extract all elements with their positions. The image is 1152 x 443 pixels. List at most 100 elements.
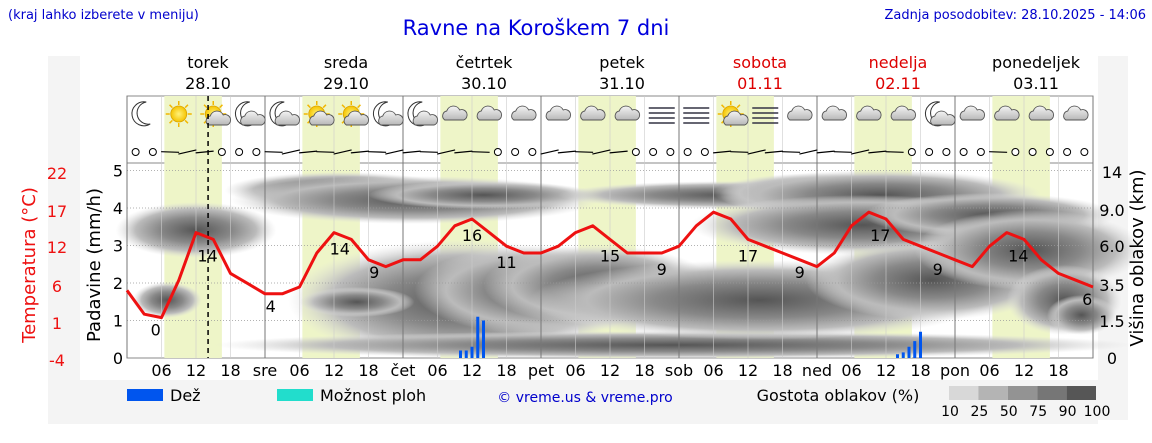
temperature-label: 14 bbox=[1008, 246, 1028, 265]
wind-barb bbox=[747, 149, 766, 155]
time-axis-label: pon bbox=[940, 361, 970, 380]
wind-barb bbox=[471, 151, 490, 153]
rain-bar bbox=[464, 350, 468, 358]
rain-bar bbox=[476, 316, 480, 358]
wind-barb bbox=[833, 151, 852, 153]
temperature-label: 4 bbox=[266, 297, 276, 316]
wind-barb bbox=[264, 151, 283, 153]
time-axis-label: 18 bbox=[634, 361, 654, 380]
cloud-density-swatch bbox=[1007, 386, 1038, 400]
day-date: 02.11 bbox=[875, 74, 921, 93]
fog-icon bbox=[683, 107, 710, 124]
precip-axis-label: Padavine (mm/h) bbox=[84, 188, 105, 342]
temperature-label: 9 bbox=[933, 260, 943, 279]
cloud-density-tick: 100 bbox=[1084, 404, 1111, 420]
precip-tick: 0 bbox=[113, 349, 123, 368]
cloud-density-title: Gostota oblakov (%) bbox=[757, 386, 920, 405]
cloud-icon bbox=[200, 101, 232, 127]
region-hint: (kraj lahko izberete v meniju) bbox=[8, 8, 199, 23]
wind-calm-marker bbox=[1045, 148, 1054, 156]
cloud-height-axis-label: Višina oblakov (km) bbox=[1127, 169, 1148, 346]
sun-ray bbox=[219, 104, 223, 109]
cloud-icon bbox=[717, 101, 749, 127]
cloud-shape bbox=[442, 105, 468, 121]
wind-barb bbox=[868, 150, 887, 154]
cloud-shape bbox=[511, 105, 537, 121]
left-axis-panel bbox=[48, 56, 80, 424]
time-axis-label: 12 bbox=[1014, 361, 1034, 380]
cloud-density-swatch bbox=[1037, 386, 1067, 400]
wind-barb bbox=[782, 151, 801, 153]
cloud-shape bbox=[274, 110, 301, 126]
temperature-label: 14 bbox=[197, 246, 217, 265]
wind-barb bbox=[281, 149, 301, 155]
wind-barb bbox=[436, 149, 456, 155]
credit-text: © vreme.us & vreme.pro bbox=[497, 390, 672, 406]
temperature-label: 16 bbox=[462, 226, 482, 245]
rain-bar bbox=[470, 346, 474, 358]
fog-icon bbox=[752, 107, 779, 124]
cloud-density-tick: 25 bbox=[970, 404, 988, 420]
wind-calm-marker bbox=[528, 148, 537, 156]
cloud-shape bbox=[723, 110, 749, 126]
rain-bar bbox=[913, 341, 917, 358]
precip-tick: 3 bbox=[113, 237, 123, 256]
wind-calm-marker bbox=[493, 148, 502, 156]
cloud-density-patch bbox=[213, 331, 1134, 359]
rain-bar bbox=[482, 320, 485, 358]
day-date: 28.10 bbox=[185, 74, 231, 93]
temperature-label: 9 bbox=[369, 263, 379, 282]
wind-calm-marker bbox=[1011, 148, 1020, 156]
cloud-density-tick: 90 bbox=[1059, 404, 1077, 420]
cloud-shape bbox=[787, 105, 813, 121]
cloud-icon bbox=[234, 101, 266, 127]
temperature-label: 0 bbox=[151, 321, 161, 340]
cloud-icon bbox=[303, 101, 335, 127]
wind-barb bbox=[333, 149, 352, 155]
cloud-icon bbox=[442, 105, 468, 121]
cloud-density-patch bbox=[299, 287, 415, 317]
wind-calm-marker bbox=[511, 148, 520, 156]
time-axis-label: 18 bbox=[496, 361, 516, 380]
time-axis-label: ned bbox=[802, 361, 832, 380]
wind-calm-marker bbox=[1063, 148, 1072, 156]
wind-barb bbox=[385, 149, 404, 155]
cloud-icon bbox=[924, 101, 956, 127]
cloud-density-patch bbox=[1047, 295, 1116, 335]
wind-barb bbox=[816, 150, 835, 154]
wind-calm-marker bbox=[131, 148, 140, 156]
wind-calm-marker bbox=[235, 148, 244, 156]
sun-ray bbox=[203, 104, 208, 109]
precip-tick: 1 bbox=[113, 312, 123, 331]
cloud-icon bbox=[545, 105, 572, 121]
last-update: Zadnja posodobitev: 28.10.2025 - 14:06 bbox=[884, 8, 1146, 23]
wind-barb bbox=[575, 151, 594, 153]
cloud-shape bbox=[343, 110, 370, 126]
cloud-icon bbox=[580, 105, 606, 121]
temperature-label: 6 bbox=[1082, 290, 1092, 309]
moon-icon bbox=[131, 101, 151, 127]
wind-calm-marker bbox=[700, 148, 709, 156]
cloud-icon bbox=[511, 105, 537, 121]
cloud-icon bbox=[890, 105, 917, 121]
day-date: 03.11 bbox=[1013, 74, 1059, 93]
wind-barb bbox=[368, 151, 387, 153]
wind-barb bbox=[713, 150, 732, 154]
cloud-icon bbox=[476, 105, 503, 121]
sun-ray bbox=[184, 119, 189, 124]
time-axis-label: 06 bbox=[427, 361, 447, 380]
cloud-density-swatch bbox=[949, 386, 979, 400]
sun-ray bbox=[184, 104, 189, 109]
time-axis-label: 12 bbox=[876, 361, 896, 380]
cloud-height-tick: 3.5 bbox=[1099, 276, 1124, 295]
sun-icon bbox=[165, 101, 192, 127]
rain-bar bbox=[459, 350, 462, 358]
time-axis-label: 18 bbox=[1048, 361, 1068, 380]
cloud-shape bbox=[614, 105, 641, 121]
day-name: nedelja bbox=[869, 53, 928, 72]
temperature-label: 9 bbox=[657, 260, 667, 279]
precip-tick: 5 bbox=[113, 162, 123, 181]
cloud-icon bbox=[1028, 105, 1055, 121]
wind-barb bbox=[161, 151, 180, 153]
precip-tick: 2 bbox=[113, 274, 123, 293]
